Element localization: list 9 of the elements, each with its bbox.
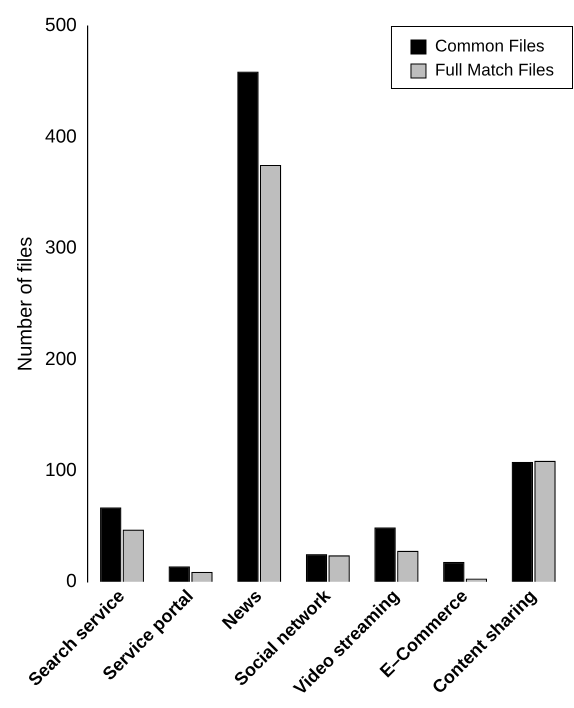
y-tick-label: 300 bbox=[45, 238, 77, 259]
legend-label: Common Files bbox=[434, 36, 545, 56]
y-tick-label: 400 bbox=[45, 126, 77, 148]
y-axis-title: Number of files bbox=[14, 236, 37, 372]
y-tick-label: 500 bbox=[45, 15, 77, 36]
y-tick-label: 100 bbox=[45, 460, 77, 481]
y-tick-label: 200 bbox=[45, 348, 77, 370]
y-tick-label: 0 bbox=[66, 571, 77, 592]
legend-label: Full Match Files bbox=[434, 60, 554, 80]
